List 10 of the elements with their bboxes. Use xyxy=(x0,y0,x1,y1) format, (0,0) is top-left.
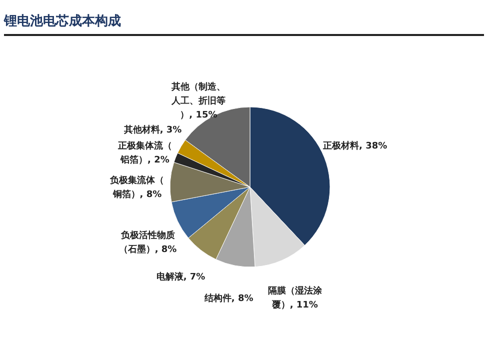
chart-title: 锂电池电芯成本构成 xyxy=(4,12,484,36)
slice-label: 其他（制造、人工、折旧等）, 15% xyxy=(170,81,226,120)
slice-label: 负极活性物质（石墨）, 8% xyxy=(118,230,177,256)
slice-label: 其他材料, 3% xyxy=(122,124,182,136)
slice-label: 正极集体流（铝箔）, 2% xyxy=(116,140,172,166)
slice-label: 隔膜（湿法涂覆）, 11% xyxy=(268,286,323,311)
slice-label: 结构件, 8% xyxy=(203,293,254,304)
slice-label: 负极集流体（铜箔）, 8% xyxy=(109,174,164,200)
slice-label: 电解液, 7% xyxy=(156,271,206,282)
slice-label: 正极材料, 38% xyxy=(322,140,388,152)
